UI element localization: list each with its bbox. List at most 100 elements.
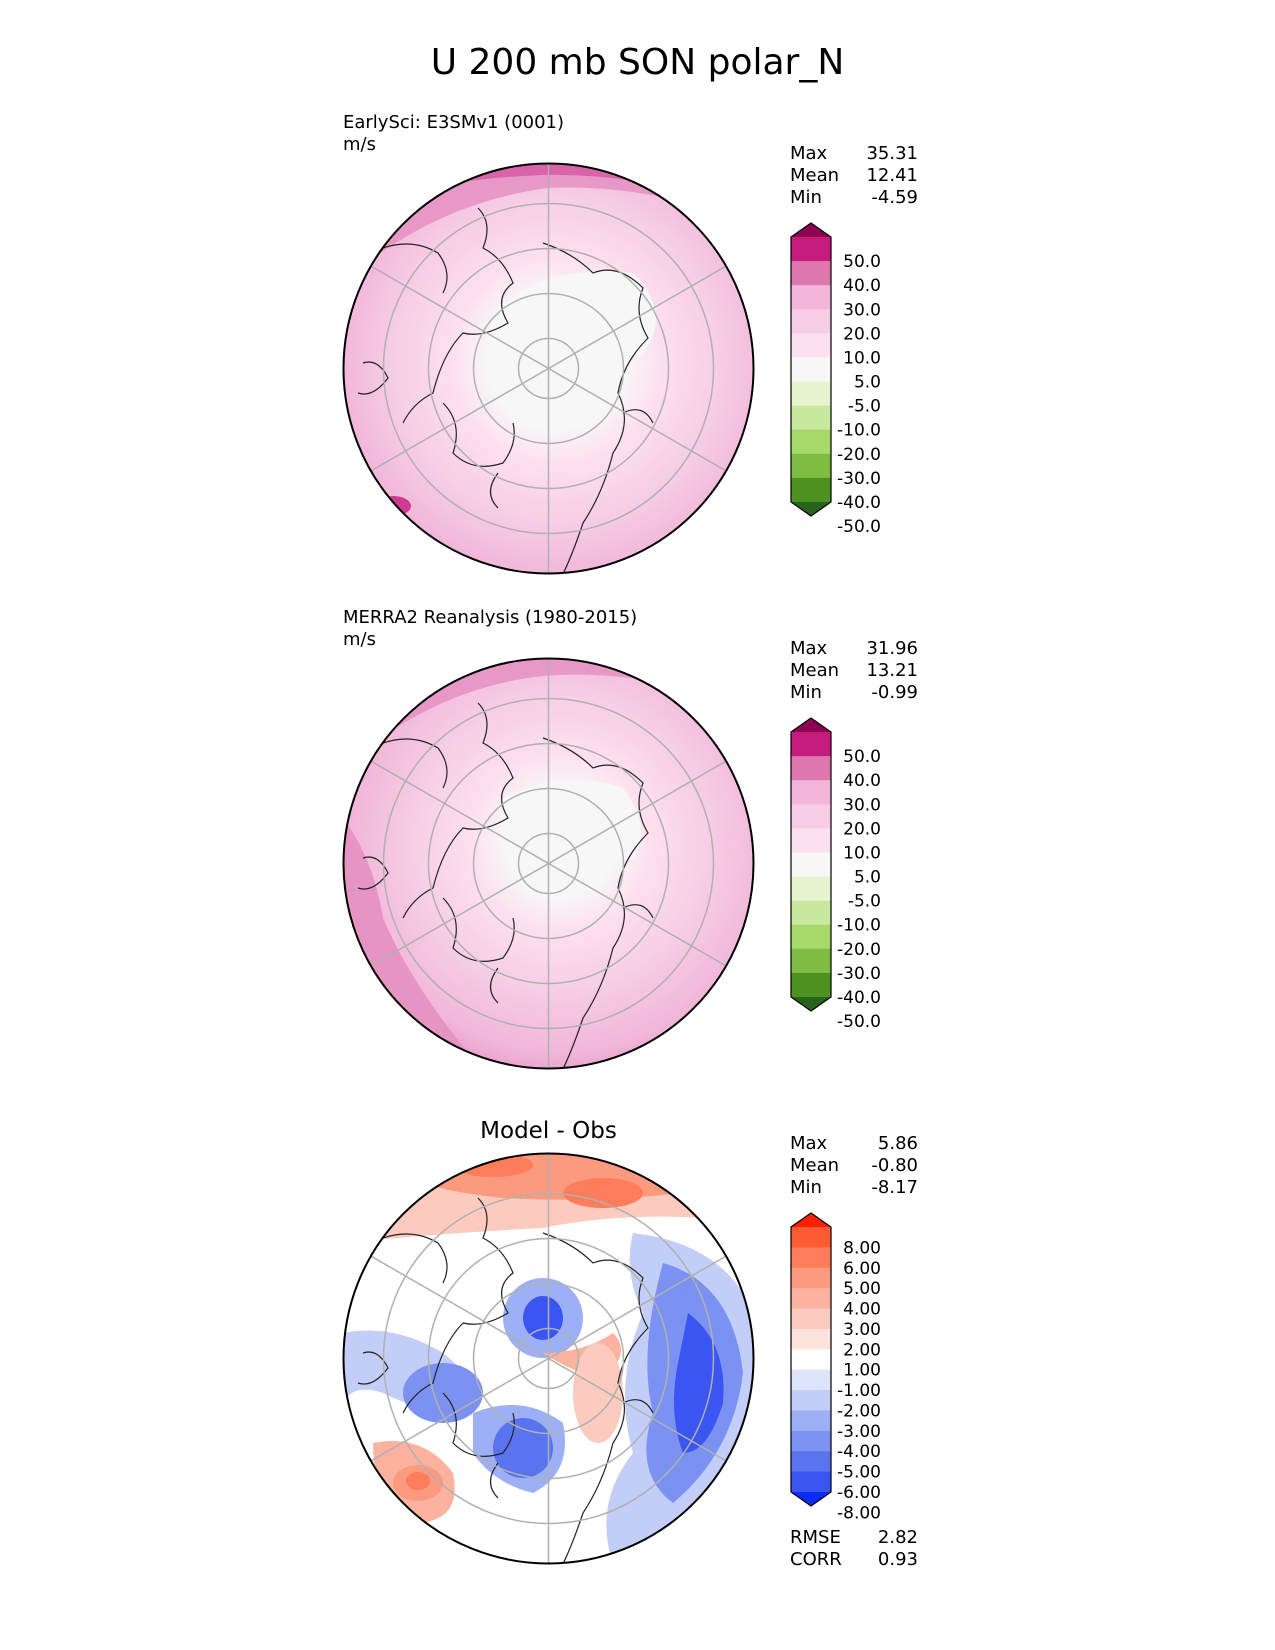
colorbar-extend-min <box>791 502 831 516</box>
colorbar-extend-max <box>791 223 831 237</box>
panel-diff: Model - Obs Max 5.86 Mean -0.80 Min -8.17 <box>0 0 1275 1570</box>
stat-value: 5.86 <box>877 1133 918 1154</box>
stats-box: Max 35.31 Mean 12.41 Min -4.59 <box>790 143 918 209</box>
colorbar-tick-label: -20.0 <box>837 940 881 960</box>
colorbar-tick-label: -50.0 <box>837 1012 881 1032</box>
colorbar-tick-label: -5.0 <box>848 397 881 417</box>
coastlines <box>357 207 654 574</box>
polar-map <box>342 657 755 1070</box>
weak-wind-region <box>491 271 656 385</box>
colorbar-tick-label: 10.0 <box>843 843 881 863</box>
colorbar-tick-label: -6.00 <box>837 1483 881 1503</box>
graticule <box>343 163 754 574</box>
colorbar-swatch <box>791 333 831 358</box>
colorbar-tick-label: 10.0 <box>843 348 881 368</box>
stats-box: Max 5.86 Mean -0.80 Min -8.17 <box>790 1133 918 1199</box>
stat-value: -0.80 <box>871 1155 918 1176</box>
colorbar-tick-label: 40.0 <box>843 276 881 296</box>
colorbar-swatches <box>790 222 832 517</box>
colorbar-swatch <box>791 900 831 926</box>
colorbar: 50.0 40.0 30.0 20.0 10.0 5.0 -5.0 -10.0 -20.0 -30… <box>790 222 881 537</box>
colorbar-swatch <box>791 261 831 286</box>
metric-label: CORR <box>790 1549 842 1570</box>
panel-model: EarlySci: E3SMv1 (0001) m/s Max 35.31 Mea… <box>0 0 1275 575</box>
colorbar-tick-label: -3.00 <box>837 1422 881 1442</box>
colorbar-tick-label: -10.0 <box>837 421 881 441</box>
colorbar-swatch <box>791 780 831 805</box>
colorbar-swatch <box>791 1390 831 1411</box>
stat-label: Min <box>790 682 822 703</box>
colorbar-swatch <box>791 357 831 383</box>
stat-value: -0.99 <box>871 682 918 703</box>
colorbar-tick-label: 20.0 <box>843 819 881 839</box>
metrics-box: RMSE 2.82 CORR 0.93 <box>790 1527 918 1571</box>
colorbar-swatch <box>791 948 831 974</box>
colorbar-tick-label: 5.0 <box>854 373 881 393</box>
colorbar-tick-label: 8.00 <box>843 1238 881 1258</box>
colorbar-swatch <box>791 381 831 407</box>
map-boundary <box>342 657 755 1070</box>
stat-value: -4.59 <box>871 187 918 208</box>
stat-label: Max <box>790 143 828 164</box>
colorbar-swatch <box>791 1308 831 1330</box>
coastlines <box>357 702 654 1069</box>
map-boundary <box>342 162 755 575</box>
colorbar-swatch <box>791 285 831 310</box>
stat-label: Max <box>790 638 828 659</box>
colorbar-swatch <box>791 1451 831 1473</box>
colorbar-outline <box>790 1212 832 1507</box>
colorbar-swatch <box>791 924 831 950</box>
colorbar-tick-label: 3.00 <box>843 1320 881 1340</box>
colorbar-swatch <box>791 756 831 781</box>
colorbar-tick-label: 30.0 <box>843 300 881 320</box>
colorbar-swatch <box>791 1369 831 1391</box>
colorbar-extend-min <box>791 997 831 1011</box>
polar-map <box>342 1152 755 1565</box>
colorbar-swatch <box>791 804 831 829</box>
colorbar-swatch <box>791 1410 831 1432</box>
colorbar-swatch <box>791 1227 831 1248</box>
colorbar-tick-label: 1.00 <box>843 1361 881 1381</box>
colorbar-extend-max <box>791 718 831 732</box>
panel-title: Model - Obs <box>480 1118 617 1144</box>
colorbar-swatch <box>791 1349 831 1371</box>
colorbar-tick-label: 50.0 <box>843 747 881 767</box>
colorbar-swatch <box>791 852 831 878</box>
colorbar-swatch <box>791 1471 831 1493</box>
positive-core <box>453 1153 533 1177</box>
stat-value: -8.17 <box>871 1177 918 1198</box>
panel-obs: MERRA2 Reanalysis (1980-2015) m/s Max 31.… <box>0 0 1275 1070</box>
colorbar-tick-label: -20.0 <box>837 445 881 465</box>
colorbar-tick-label: -10.0 <box>837 916 881 936</box>
figure-title: U 200 mb SON polar_N <box>430 42 845 83</box>
colorbar-tick-label: 5.00 <box>843 1279 881 1299</box>
stat-label: Mean <box>790 1155 840 1176</box>
colorbar-tick-label: 20.0 <box>843 324 881 344</box>
stat-value: 31.96 <box>866 638 918 659</box>
colorbar-swatch <box>791 1288 831 1310</box>
metric-value: 0.93 <box>877 1549 918 1570</box>
colorbar-tick-label: -8.00 <box>837 1503 881 1523</box>
colorbar-extend-max <box>791 1213 831 1227</box>
colorbar-swatch <box>791 828 831 853</box>
stat-label: Mean <box>790 660 840 681</box>
colorbar-tick-label: 2.00 <box>843 1340 881 1360</box>
colorbar-tick-label: -30.0 <box>837 964 881 984</box>
colorbar-swatch <box>791 972 831 998</box>
colorbar-tick-label: -1.00 <box>837 1381 881 1401</box>
stat-label: Mean <box>790 165 840 186</box>
colorbar-outline <box>790 717 832 1012</box>
colorbar: 50.0 40.0 30.0 20.0 10.0 5.0 -5.0 -10.0 -20.0 -30… <box>790 717 881 1032</box>
colorbar-tick-label: -4.00 <box>837 1442 881 1462</box>
colorbar-swatch <box>791 237 831 262</box>
colorbar-tick-label: 5.0 <box>854 868 881 888</box>
colorbar-tick-label: 30.0 <box>843 795 881 815</box>
colorbar-swatch <box>791 477 831 503</box>
positive-core <box>406 1472 430 1490</box>
stat-label: Max <box>790 1133 828 1154</box>
stat-value: 35.31 <box>866 143 918 164</box>
negative-core <box>674 1313 724 1453</box>
colorbar-tick-label: -40.0 <box>837 988 881 1008</box>
colorbar-ticks: 50.0 40.0 30.0 20.0 10.0 5.0 -5.0 -10.0 -20.0 -30… <box>837 747 881 1032</box>
colorbar-swatch <box>791 405 831 431</box>
